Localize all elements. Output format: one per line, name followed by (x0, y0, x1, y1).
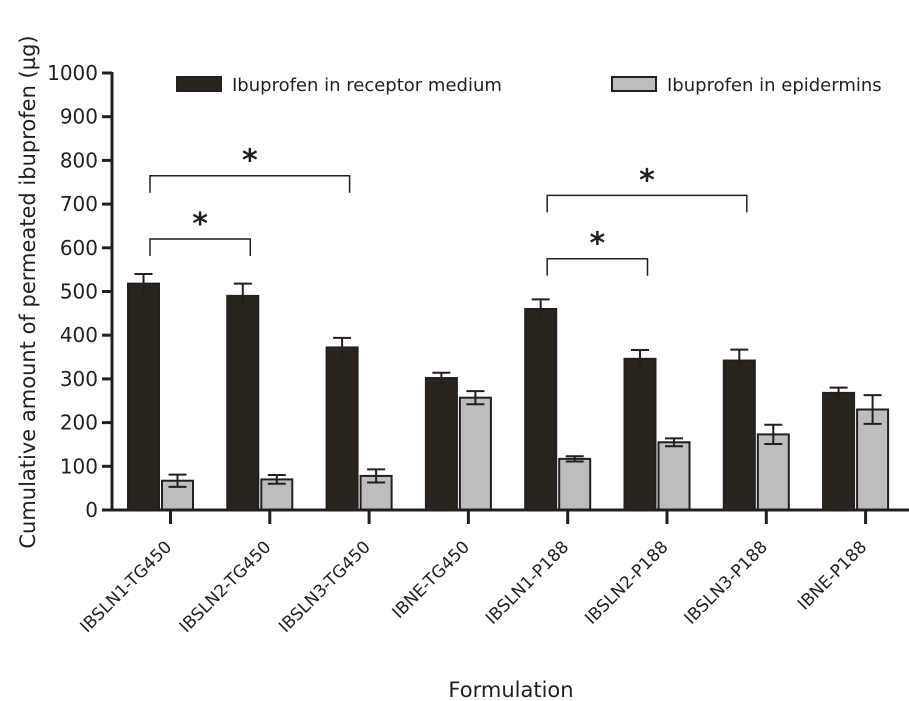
significance-star: * (242, 144, 258, 179)
y-tick-label: 100 (60, 454, 98, 478)
legend-swatch (611, 76, 657, 92)
y-tick-label: 200 (60, 411, 98, 435)
bar-epidermis (458, 396, 492, 512)
x-tick-label: IBSLN2-TG450 (176, 537, 276, 637)
x-tick-label: IBNE-P188 (794, 537, 871, 614)
y-tick-label: 900 (60, 105, 98, 129)
significance-bracket (149, 174, 351, 193)
bar-epidermis (856, 408, 890, 511)
legend-label: Ibuprofen in receptor medium (232, 75, 502, 96)
y-tick-label: 700 (60, 192, 98, 216)
y-tick-label: 400 (60, 323, 98, 347)
x-tick-label: IBSLN3-P188 (681, 537, 772, 628)
x-axis: IBSLN1-TG450 IBSLN2-TG450 IBSLN3-TG450 IBNE… (76, 508, 909, 637)
x-tick-label: IBSLN2-P188 (581, 537, 672, 628)
x-tick-label: IBSLN3-TG450 (275, 537, 375, 637)
x-tick-label: IBNE-TG450 (389, 537, 474, 622)
significance-bracket (546, 257, 649, 276)
bar-receptor (524, 307, 558, 512)
bar-epidermis (657, 441, 691, 512)
bar-receptor (424, 377, 458, 511)
legend-swatch (176, 76, 222, 92)
bar-receptor (127, 282, 160, 511)
legend: Ibuprofen in receptor medium Ibuprofen in… (176, 75, 882, 96)
y-axis: 0 100 200 300 400 500 600 700 800 900 1000 (47, 61, 114, 522)
y-tick-label: 800 (60, 148, 98, 172)
x-tick-label: IBSLN1-P188 (482, 537, 573, 628)
x-tick-label: IBSLN1-TG450 (76, 537, 176, 637)
x-axis-title: Formulation (448, 678, 573, 701)
y-tick-label: 300 (60, 367, 98, 391)
significance-star: * (639, 163, 655, 198)
y-tick-label: 1000 (47, 61, 98, 85)
bars (127, 273, 890, 512)
significance-bracket (546, 194, 748, 213)
significance-star: * (589, 227, 605, 262)
y-tick-label: 0 (85, 498, 98, 522)
bar-receptor (325, 346, 359, 511)
significance-star: * (192, 207, 208, 242)
significance-brackets: * * * * (149, 144, 748, 276)
bar-receptor (722, 359, 756, 511)
bar-epidermis (558, 457, 592, 512)
bar-receptor (623, 357, 657, 511)
legend-label: Ibuprofen in epidermins (667, 75, 882, 96)
y-tick-label: 600 (60, 236, 98, 260)
bar-receptor (822, 391, 856, 511)
significance-bracket (149, 238, 252, 257)
y-tick-label: 500 (60, 280, 98, 304)
bar-epidermis (756, 433, 790, 511)
bar-receptor (226, 294, 260, 511)
y-axis-title: Cumulative amount of permeated ibuprofen… (16, 35, 40, 548)
